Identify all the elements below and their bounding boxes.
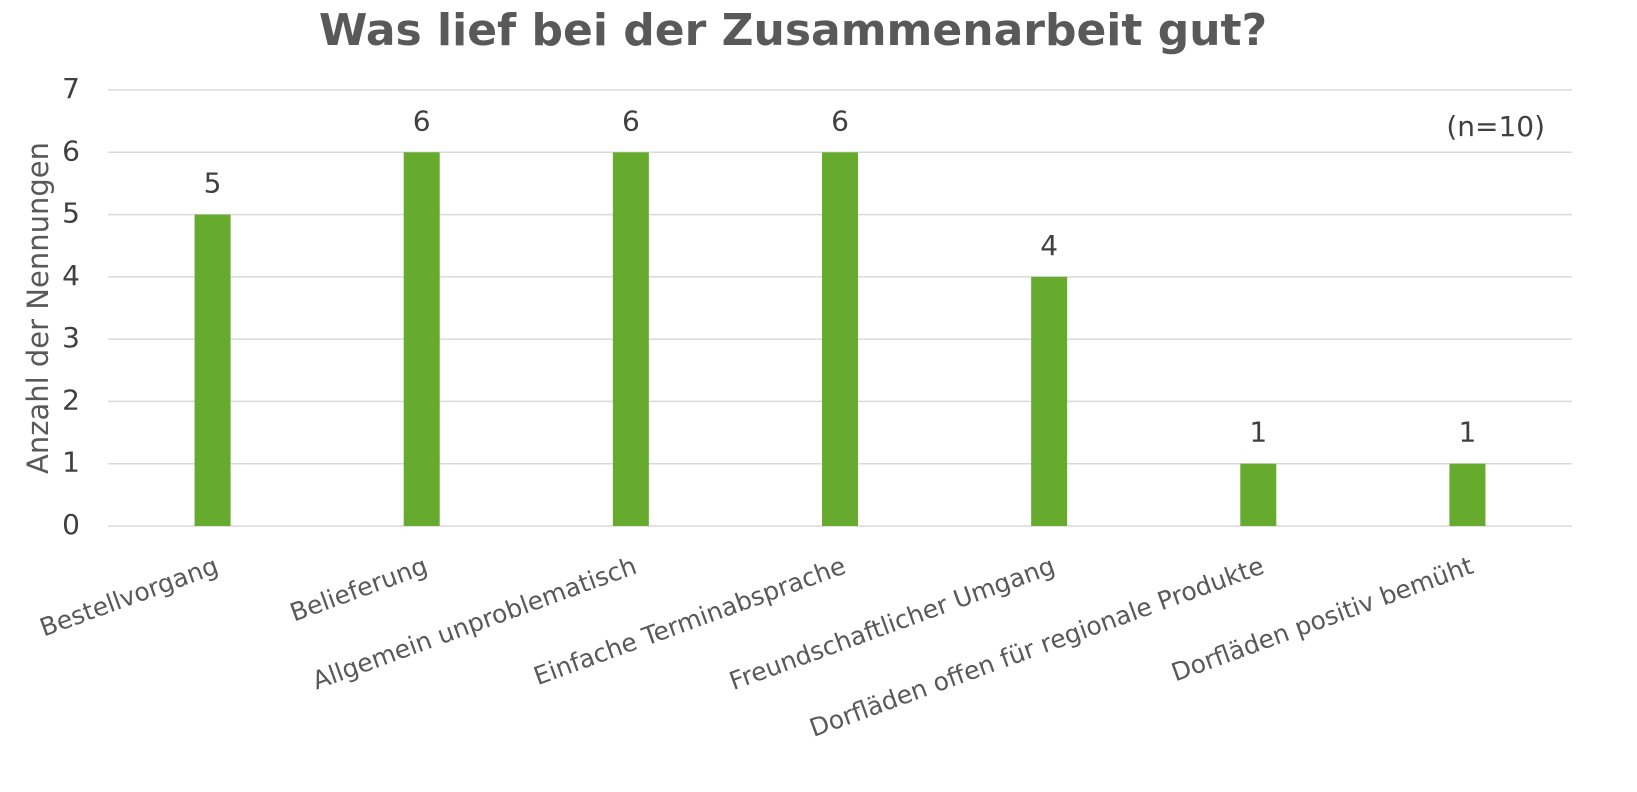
y-tick-label: 4 xyxy=(62,259,80,292)
y-tick-label: 3 xyxy=(62,321,80,354)
data-label: 4 xyxy=(1040,229,1058,262)
y-tick-label: 2 xyxy=(62,383,80,416)
bar xyxy=(1031,276,1068,526)
x-tick-label: Bestellvorgang xyxy=(36,551,222,642)
bar xyxy=(822,152,858,527)
y-tick-label: 6 xyxy=(62,134,80,167)
bar xyxy=(403,152,440,527)
bar xyxy=(1240,463,1277,526)
data-label: 6 xyxy=(622,104,640,137)
bar xyxy=(612,152,649,527)
data-label: 6 xyxy=(831,104,849,137)
data-label: 1 xyxy=(1249,416,1267,449)
y-tick-label: 5 xyxy=(62,197,80,230)
x-tick-label: Freundschaftlicher Umgang xyxy=(725,551,1058,696)
chart-title: Was lief bei der Zusammenarbeit gut? xyxy=(319,5,1267,56)
x-tick-label: Belieferung xyxy=(286,551,431,627)
y-axis-label: Anzahl der Nennungen xyxy=(21,142,55,474)
data-label: 5 xyxy=(204,167,222,200)
bar xyxy=(194,214,231,527)
x-tick-label: Allgemein unproblematisch xyxy=(309,551,641,695)
y-tick-label: 1 xyxy=(62,446,80,479)
y-tick-label: 0 xyxy=(62,508,80,541)
data-label: 1 xyxy=(1459,416,1477,449)
data-label: 6 xyxy=(413,104,431,137)
y-tick-label: 7 xyxy=(62,72,80,105)
annotation: (n=10) xyxy=(1446,110,1545,143)
bar xyxy=(1449,463,1486,526)
